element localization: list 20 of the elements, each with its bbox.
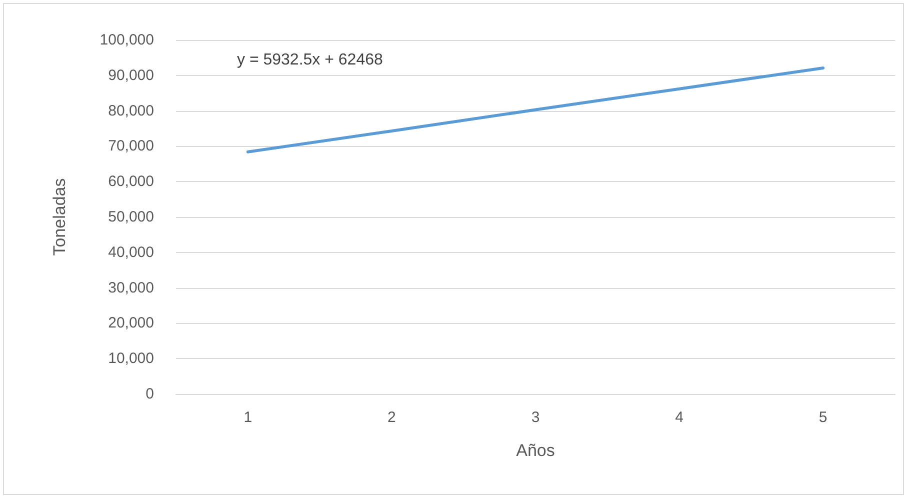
x-tick-label: 3	[531, 409, 540, 426]
y-axis-title: Toneladas	[50, 178, 69, 256]
x-tick-label: 4	[675, 409, 684, 426]
y-tick-label: 20,000	[108, 314, 154, 332]
y-tick-label: 30,000	[108, 279, 154, 296]
annotation: y = 5932.5x + 62468	[237, 52, 383, 68]
y-tick-label: 70,000	[108, 138, 154, 155]
y-tick-label: 60,000	[108, 173, 154, 190]
y-tick-label: 40,000	[108, 244, 154, 261]
y-tick-label: 80,000	[108, 102, 154, 120]
x-axis-title: Años	[516, 441, 555, 460]
y-tick-label: 10,000	[108, 350, 154, 368]
x-tick-label: 5	[818, 409, 828, 426]
y-tick-label: 100,000	[100, 32, 154, 48]
y-tick-label: 90,000	[108, 66, 154, 84]
line-series	[246, 66, 825, 154]
x-tick-label: 1	[244, 409, 252, 426]
y-tick-label: 50,000	[108, 208, 154, 226]
y-tick-label: 0	[146, 386, 154, 402]
x-tick-label: 2	[388, 409, 396, 426]
